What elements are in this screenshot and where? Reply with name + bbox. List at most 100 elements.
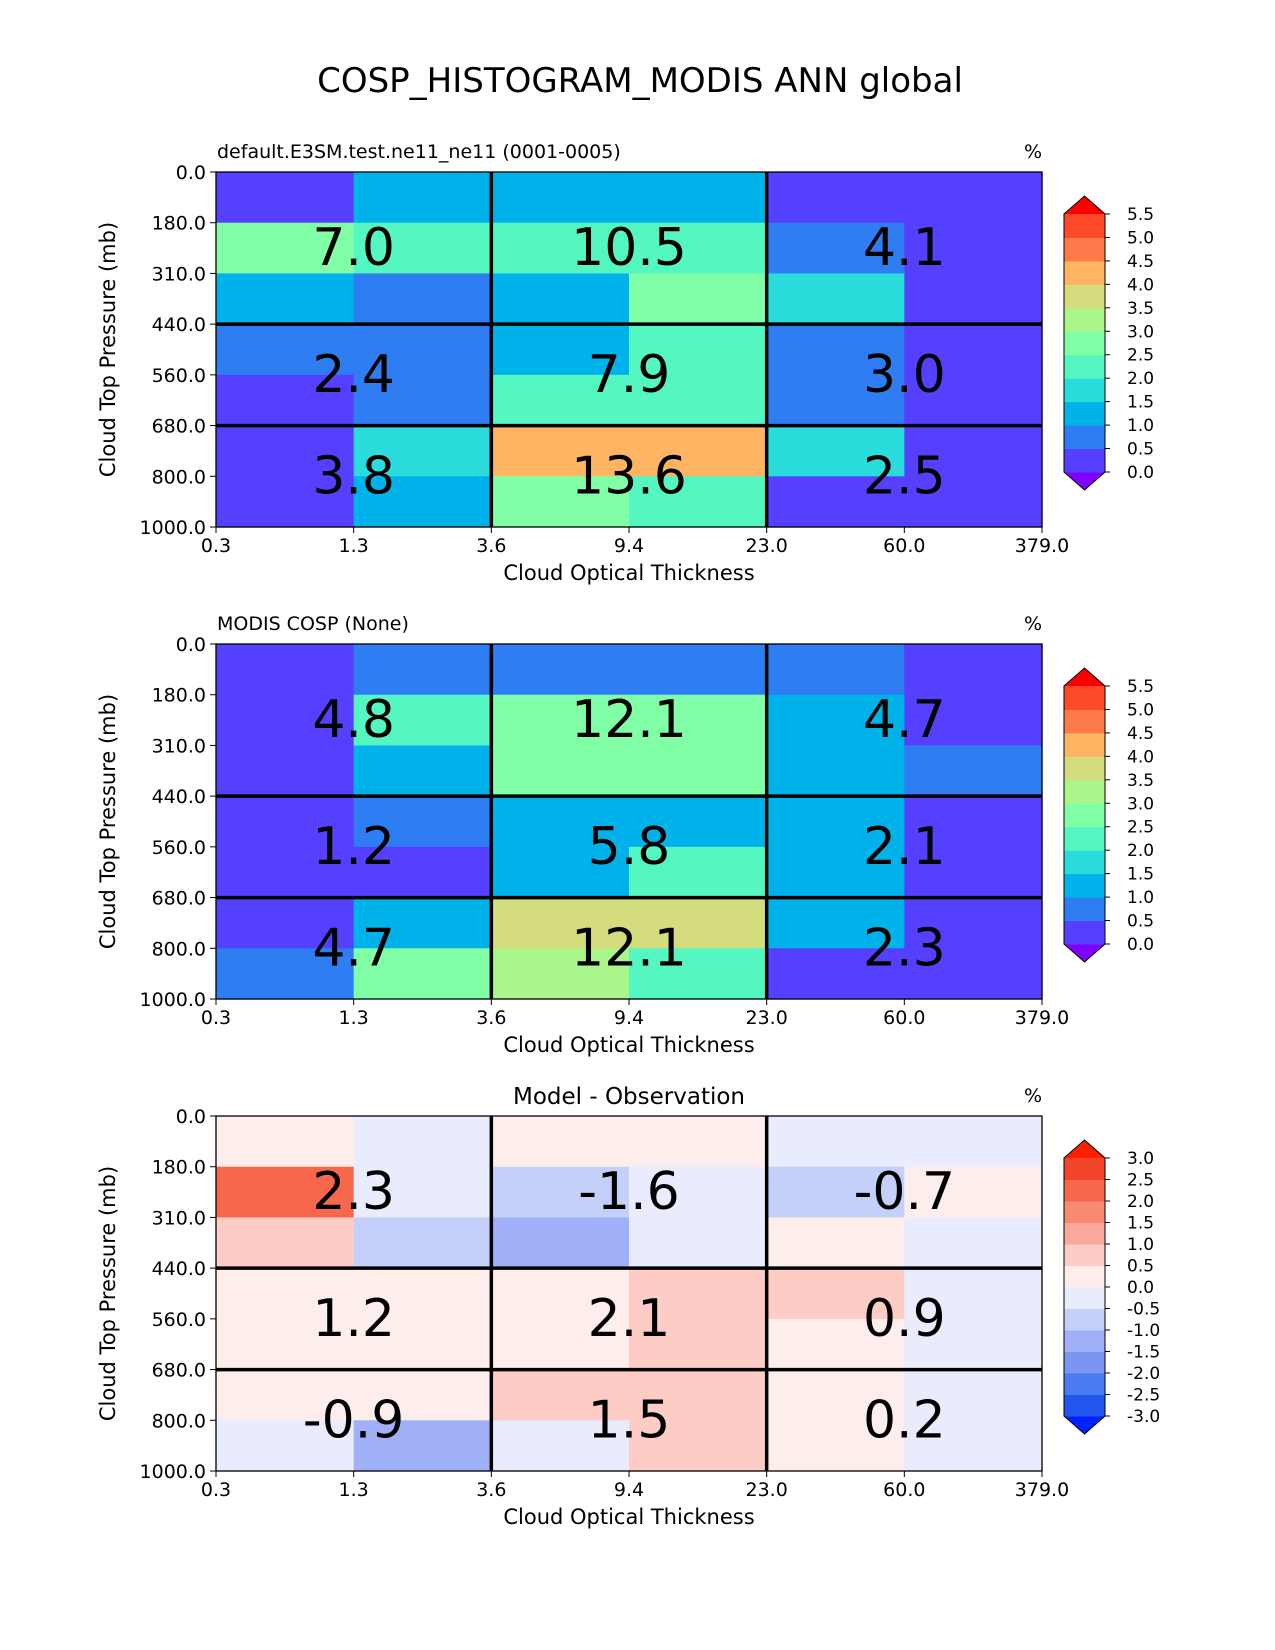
heatmap-cell xyxy=(216,796,355,848)
x-tick-label: 9.4 xyxy=(614,1479,644,1501)
heatmap-cell xyxy=(491,425,630,477)
summary-value: 3.0 xyxy=(863,345,946,405)
y-tick-label: 0.0 xyxy=(176,162,206,184)
heatmap-cell xyxy=(353,1369,492,1421)
heatmap-cell xyxy=(904,1369,1043,1421)
heatmap-cell xyxy=(904,644,1043,696)
heatmap-cell xyxy=(353,1268,492,1320)
heatmap-cell xyxy=(216,1268,355,1320)
heatmap-cell xyxy=(353,694,492,747)
heatmap-cell xyxy=(766,846,905,899)
colorbar-tick-label: 4.5 xyxy=(1127,252,1154,272)
x-tick-label: 0.3 xyxy=(201,535,231,557)
heatmap-cell xyxy=(353,745,492,797)
heatmap-cell xyxy=(353,425,492,477)
heatmap-cell xyxy=(353,846,492,899)
summary-value: 7.0 xyxy=(312,218,395,278)
summary-value: 4.1 xyxy=(863,218,946,278)
heatmap-cell xyxy=(491,745,630,797)
heatmap-cell xyxy=(904,1268,1043,1320)
summary-value: 0.9 xyxy=(863,1289,946,1349)
heatmap-cell xyxy=(629,1116,768,1168)
heatmap-cell xyxy=(766,172,905,224)
colorbar-tick-label: 2.0 xyxy=(1127,1192,1154,1212)
colorbar-tick-label: 3.5 xyxy=(1127,771,1154,791)
y-tick-label: 800.0 xyxy=(152,466,206,488)
x-tick-label: 1.3 xyxy=(339,1007,369,1029)
panel-title: default.E3SM.test.ne11_ne11 (0001-0005) xyxy=(217,141,621,163)
heatmap-cell xyxy=(629,694,768,747)
heatmap-cell xyxy=(491,796,630,848)
heatmap-cell xyxy=(629,1420,768,1472)
heatmap-cell xyxy=(353,222,492,275)
y-tick-label: 680.0 xyxy=(152,416,206,438)
heatmap-cell xyxy=(216,1318,355,1371)
heatmap-cell xyxy=(216,745,355,797)
heatmap-cell xyxy=(904,694,1043,747)
heatmap-cell xyxy=(766,374,905,427)
colorbar-tick-label: 5.0 xyxy=(1127,228,1154,248)
x-tick-label: 0.3 xyxy=(201,1007,231,1029)
x-tick-label: 3.6 xyxy=(476,535,506,557)
y-tick-label: 680.0 xyxy=(152,1360,206,1382)
colorbar-tick-label: 1.0 xyxy=(1127,416,1154,436)
heatmap-cell xyxy=(216,1166,355,1219)
heatmap-cell xyxy=(629,1369,768,1421)
heatmap-cell xyxy=(766,897,905,949)
colorbar-tick-label: 1.0 xyxy=(1127,888,1154,908)
colorbar-bin xyxy=(1064,779,1105,804)
heatmap-cell xyxy=(353,1166,492,1219)
summary-value: 1.5 xyxy=(588,1390,671,1450)
heatmap-cell xyxy=(353,1318,492,1371)
heatmap-cell xyxy=(904,324,1043,376)
heatmap-cell xyxy=(904,897,1043,949)
summary-value: 2.3 xyxy=(312,1162,395,1222)
colorbar-bin xyxy=(1064,1201,1105,1223)
colorbar-tick-label: 5.5 xyxy=(1127,677,1154,697)
x-axis-label: Cloud Optical Thickness xyxy=(503,1033,754,1057)
heatmap-cell xyxy=(353,1420,492,1472)
heatmap-cell xyxy=(629,745,768,797)
y-tick-label: 180.0 xyxy=(152,685,206,707)
y-tick-label: 560.0 xyxy=(152,365,206,387)
summary-value: 13.6 xyxy=(571,446,687,506)
colorbar-tick-label: 1.0 xyxy=(1127,1235,1154,1255)
heatmap-cell xyxy=(629,846,768,899)
summary-value: 2.1 xyxy=(863,817,946,877)
colorbar-extend-min xyxy=(1064,472,1105,490)
heatmap-cell xyxy=(766,324,905,376)
colorbar-tick-label: 0.0 xyxy=(1127,935,1154,955)
heatmap-cell xyxy=(216,694,355,747)
colorbar-bin xyxy=(1064,1179,1105,1202)
heatmap-cell xyxy=(353,273,492,325)
y-tick-label: 800.0 xyxy=(152,938,206,960)
colorbar-tick-label: -1.5 xyxy=(1127,1343,1160,1363)
panel-title: Model - Observation xyxy=(513,1084,745,1110)
x-tick-label: 379.0 xyxy=(1015,1007,1069,1029)
heatmap-cell xyxy=(216,644,355,696)
x-tick-label: 379.0 xyxy=(1015,1479,1069,1501)
summary-value: -1.6 xyxy=(578,1162,679,1222)
colorbar-bin xyxy=(1064,331,1105,356)
colorbar-bin xyxy=(1064,1265,1105,1288)
colorbar-tick-label: 3.0 xyxy=(1127,1149,1154,1169)
heatmap-cell xyxy=(629,476,768,528)
summary-value: -0.7 xyxy=(854,1162,955,1222)
heatmap-cell xyxy=(216,897,355,949)
summary-value: 1.2 xyxy=(312,1289,395,1349)
heatmap-cell xyxy=(216,1217,355,1269)
heatmap-cell xyxy=(766,1268,905,1320)
heatmap-cell xyxy=(629,273,768,325)
heatmap-cell xyxy=(491,172,630,224)
heatmap-cell xyxy=(629,796,768,848)
colorbar-bin xyxy=(1064,850,1105,875)
summary-value: 4.8 xyxy=(312,690,395,750)
heatmap-cell xyxy=(629,222,768,275)
heatmap-cell xyxy=(904,1116,1043,1168)
summary-value: 1.2 xyxy=(312,817,395,877)
heatmap-cell xyxy=(904,1420,1043,1472)
summary-value: 7.9 xyxy=(588,345,671,405)
colorbar-tick-label: 2.5 xyxy=(1127,1171,1154,1191)
colorbar-extend-max xyxy=(1064,1140,1105,1158)
